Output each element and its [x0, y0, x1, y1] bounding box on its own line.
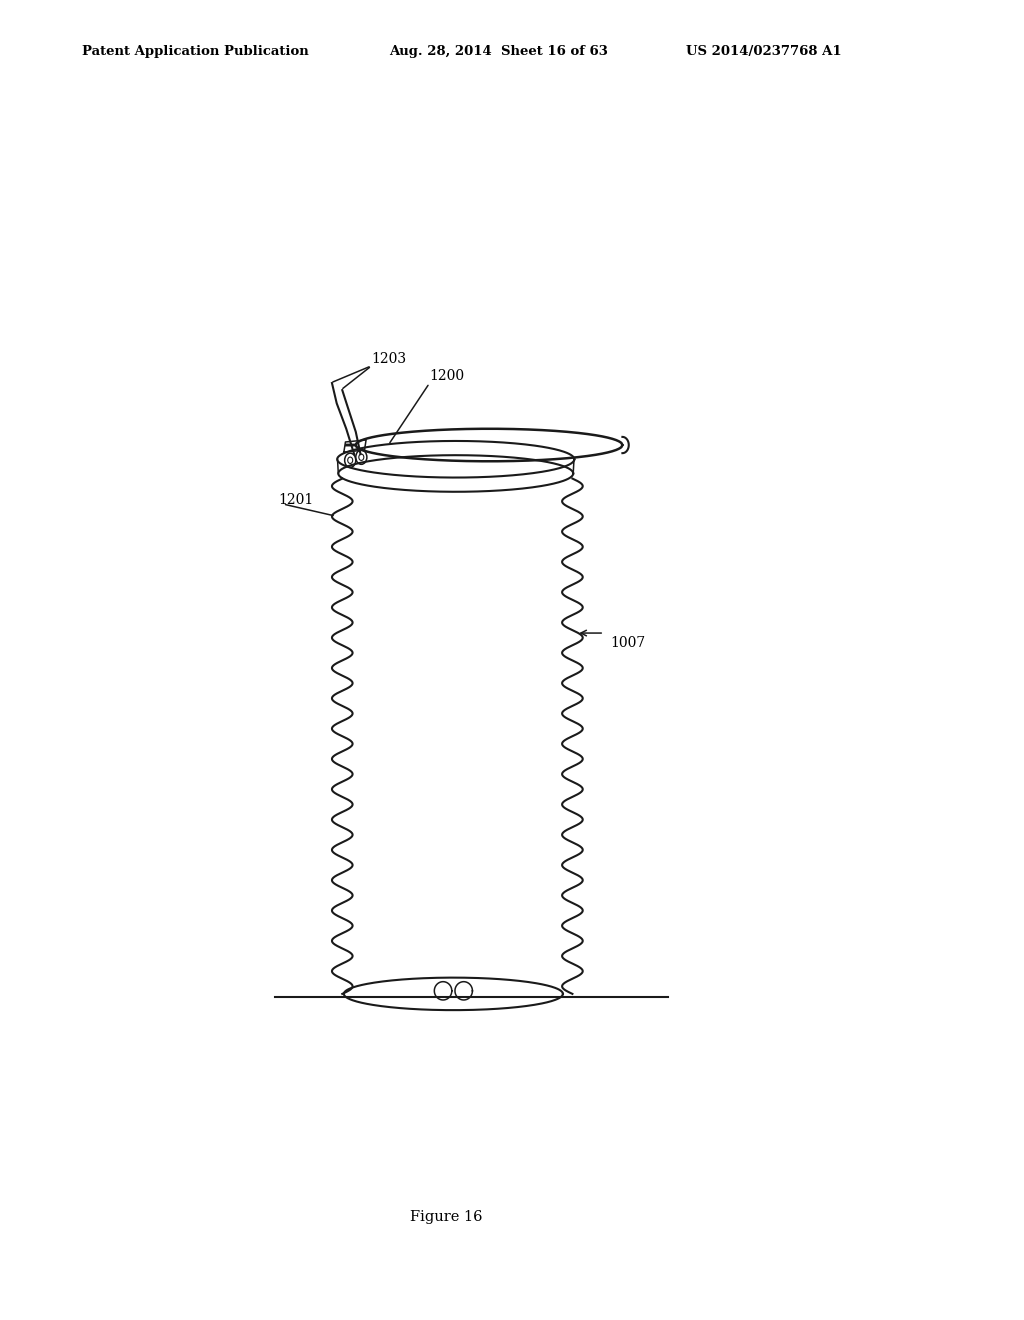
Text: Patent Application Publication: Patent Application Publication: [82, 45, 308, 58]
Text: 1201: 1201: [279, 492, 314, 507]
Text: 1200: 1200: [430, 370, 465, 383]
Text: Figure 16: Figure 16: [410, 1210, 482, 1224]
Text: US 2014/0237768 A1: US 2014/0237768 A1: [686, 45, 842, 58]
Text: 1007: 1007: [610, 636, 646, 651]
Text: 1203: 1203: [372, 351, 407, 366]
Text: Aug. 28, 2014  Sheet 16 of 63: Aug. 28, 2014 Sheet 16 of 63: [389, 45, 608, 58]
